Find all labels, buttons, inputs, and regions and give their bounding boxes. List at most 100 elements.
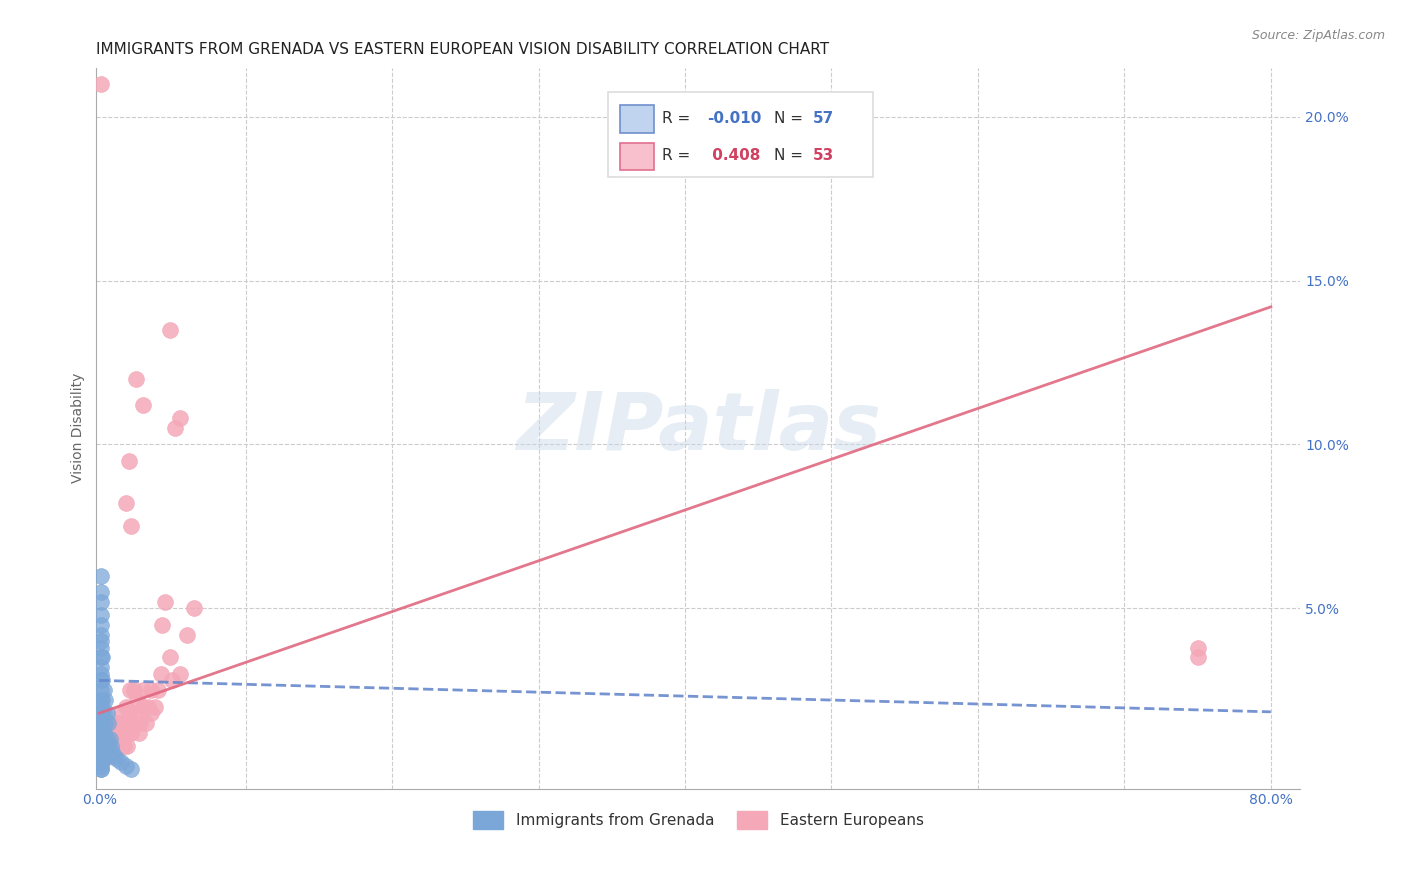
Point (114, 758, 136, 772)
Point (91, 673, 114, 688)
Point (97, 726, 120, 740)
Point (97, 716, 120, 731)
Point (97, 739, 120, 753)
Text: N =: N = (775, 111, 808, 126)
Point (93, 739, 115, 753)
Text: R =: R = (662, 111, 695, 126)
Point (139, 683, 162, 698)
Point (115, 739, 138, 753)
Point (139, 706, 162, 721)
Point (97, 739, 120, 753)
Point (108, 739, 131, 753)
Point (153, 595, 176, 609)
Point (132, 398, 155, 412)
Point (165, 421, 187, 435)
Point (90, 726, 112, 740)
Point (90, 748, 112, 763)
Point (90, 595, 112, 609)
Point (129, 716, 152, 731)
Point (90, 746, 112, 760)
Point (100, 726, 122, 740)
Text: 57: 57 (813, 111, 834, 126)
Bar (607, 92, 873, 178)
Text: 53: 53 (813, 148, 834, 163)
Point (149, 666, 172, 681)
Point (90, 650, 112, 665)
Point (103, 732, 125, 747)
Point (90, 762, 112, 776)
Point (91, 752, 114, 766)
Point (136, 699, 159, 714)
Point (90, 739, 112, 753)
Point (117, 706, 139, 721)
Point (183, 601, 205, 615)
Point (91, 650, 114, 665)
Point (146, 683, 169, 698)
Point (100, 739, 122, 753)
Y-axis label: Vision Disability: Vision Disability (72, 373, 86, 483)
Point (125, 372, 148, 386)
Point (103, 748, 125, 763)
Point (90, 762, 112, 776)
Text: 0.408: 0.408 (707, 148, 761, 163)
Point (162, 673, 184, 688)
Point (94, 732, 117, 747)
Point (90, 706, 112, 721)
Point (94, 739, 117, 753)
Point (150, 617, 173, 632)
Text: ZIPatlas: ZIPatlas (516, 389, 880, 467)
Point (91, 693, 114, 707)
Point (101, 746, 124, 760)
Point (93, 706, 115, 721)
Point (93, 683, 115, 698)
Point (114, 496, 136, 510)
Point (90, 758, 112, 772)
Point (91, 739, 114, 753)
Point (117, 454, 139, 468)
Text: -0.010: -0.010 (707, 111, 761, 126)
Point (176, 627, 198, 641)
Point (90, 634, 112, 648)
Point (90, 627, 112, 641)
Point (90, 673, 112, 688)
Point (90, 585, 112, 599)
Point (98, 748, 121, 763)
Point (93, 748, 115, 763)
Legend: Immigrants from Grenada, Eastern Europeans: Immigrants from Grenada, Eastern Europea… (467, 805, 929, 835)
Point (122, 716, 145, 731)
Point (90, 693, 112, 707)
Point (112, 739, 135, 753)
Text: N =: N = (775, 148, 808, 163)
Point (94, 716, 117, 731)
Point (169, 666, 191, 681)
Point (159, 323, 181, 337)
Point (96, 706, 118, 721)
Point (110, 756, 132, 770)
Point (111, 732, 134, 747)
Point (114, 699, 136, 714)
Point (114, 716, 136, 731)
Point (121, 762, 143, 776)
Point (90, 666, 112, 681)
Point (105, 752, 128, 766)
Point (128, 726, 150, 740)
Point (90, 607, 112, 622)
Point (96, 732, 118, 747)
Point (96, 716, 118, 731)
Point (90, 732, 112, 747)
Point (118, 683, 141, 698)
Point (96, 732, 118, 747)
Point (121, 519, 143, 533)
Point (132, 683, 155, 698)
Point (103, 748, 125, 763)
Point (121, 726, 143, 740)
Point (90, 660, 112, 674)
Point (110, 726, 132, 740)
Point (91, 726, 114, 740)
Text: Source: ZipAtlas.com: Source: ZipAtlas.com (1251, 29, 1385, 42)
Point (90, 713, 112, 727)
Point (93, 726, 115, 740)
Point (1187, 640, 1209, 655)
Point (1187, 650, 1209, 665)
Point (107, 716, 129, 731)
